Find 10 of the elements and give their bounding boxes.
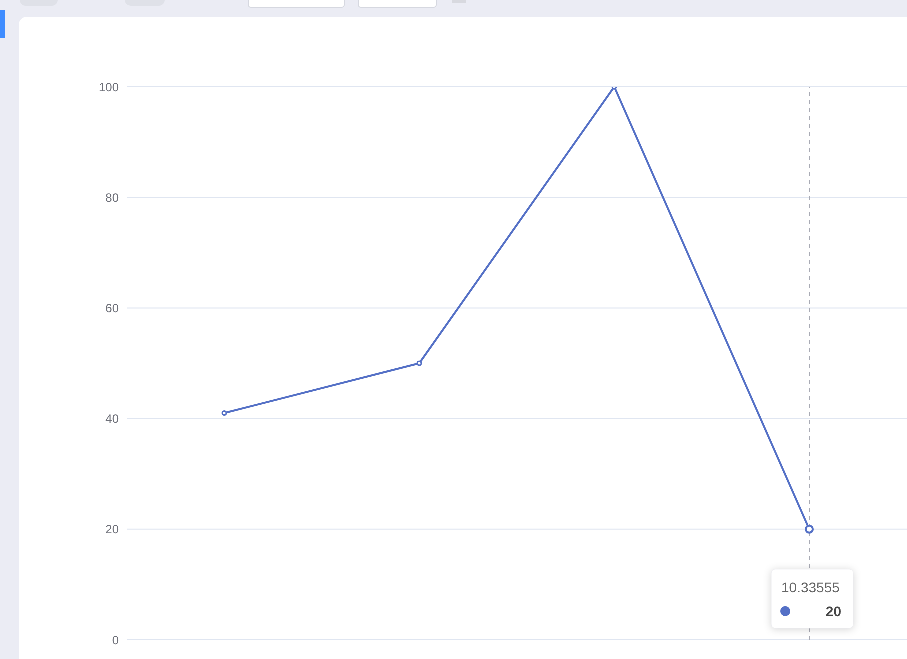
- y-tick-label: 60: [106, 301, 120, 316]
- y-tick-label: 0: [112, 633, 120, 648]
- y-tick-label: 100: [98, 80, 120, 94]
- annotation: 20: [826, 603, 842, 620]
- point: [222, 410, 228, 416]
- x-tick-label: 10.33555: [782, 579, 840, 596]
- y-tick-label: 20: [106, 522, 120, 537]
- y-tick-label: 40: [106, 412, 120, 426]
- y-tick-label: 80: [106, 190, 120, 205]
- point: [416, 360, 422, 366]
